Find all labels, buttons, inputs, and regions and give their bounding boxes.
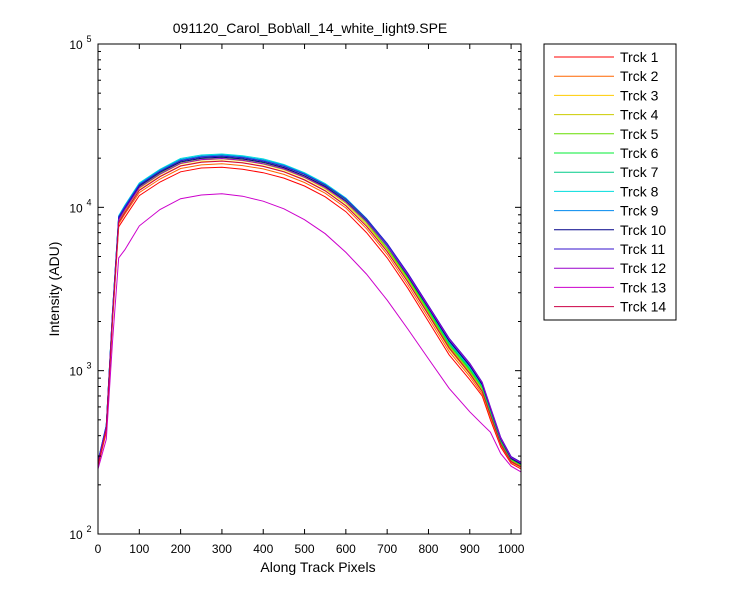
x-tick-label: 200 (171, 542, 191, 556)
y-tick-exponent: 2 (86, 524, 91, 534)
series-line-14 (97, 160, 522, 468)
x-ticks: 0 100 200 300 400 500 600 700 800 900 1000 (95, 44, 525, 556)
series-line-13 (97, 193, 522, 473)
series-line-11 (97, 155, 522, 463)
series-line-6 (97, 155, 522, 466)
legend-label: Trck 8 (620, 183, 659, 199)
legend-label: Trck 1 (620, 49, 659, 65)
legend-label: Trck 7 (620, 164, 659, 180)
y-tick-label: 10 (69, 201, 83, 215)
x-tick-label: 500 (295, 542, 315, 556)
series-line-12 (97, 157, 522, 464)
legend-label: Trck 14 (620, 299, 666, 315)
legend-label: Trck 11 (620, 241, 665, 257)
legend-label: Trck 13 (620, 279, 666, 295)
series-line-4 (97, 158, 522, 467)
legend-label: Trck 3 (620, 87, 659, 103)
x-tick-label: 600 (336, 542, 356, 556)
legend-label: Trck 6 (620, 145, 659, 161)
legend-label: Trck 4 (620, 107, 659, 123)
y-axis-label: Intensity (ADU) (46, 242, 62, 337)
series-line-3 (97, 160, 522, 467)
series-line-9 (97, 154, 522, 464)
legend-label: Trck 12 (620, 260, 666, 276)
legend-label: Trck 10 (620, 222, 666, 238)
series-line-7 (97, 154, 522, 465)
y-tick-exponent: 3 (86, 361, 91, 371)
series-line-8 (97, 153, 522, 464)
x-tick-label: 900 (460, 542, 480, 556)
legend-label: Trck 5 (620, 126, 659, 142)
x-tick-label: 800 (418, 542, 438, 556)
legend-label: Trck 2 (620, 68, 659, 84)
y-tick-exponent: 4 (86, 197, 91, 207)
y-tick-label: 10 (69, 38, 83, 52)
legend: Trck 1 Trck 2 Trck 3 Trck 4 Trck 5 Trck 6 Trck… (543, 43, 677, 321)
legend-label: Trck 9 (620, 203, 659, 219)
y-tick-exponent: 5 (86, 34, 91, 44)
x-tick-label: 700 (377, 542, 397, 556)
x-tick-label: 300 (212, 542, 232, 556)
x-axis-label: Along Track Pixels (260, 559, 375, 575)
y-tick-label: 10 (69, 528, 83, 542)
chart-title: 091120_Carol_Bob\all_14_white_light9.SPE (173, 20, 448, 36)
x-tick-label: 100 (129, 542, 149, 556)
axes-layer (97, 43, 522, 535)
series-line-5 (97, 156, 522, 466)
plot-frame (97, 43, 522, 535)
x-tick-label: 0 (95, 542, 102, 556)
series-line-2 (97, 163, 522, 469)
legend-box (543, 43, 677, 321)
series-line-10 (97, 156, 522, 465)
x-tick-label: 1000 (498, 542, 525, 556)
series-line-1 (97, 166, 522, 470)
y-tick-label: 10 (69, 365, 83, 379)
series-layer (97, 153, 522, 473)
x-tick-label: 400 (253, 542, 273, 556)
